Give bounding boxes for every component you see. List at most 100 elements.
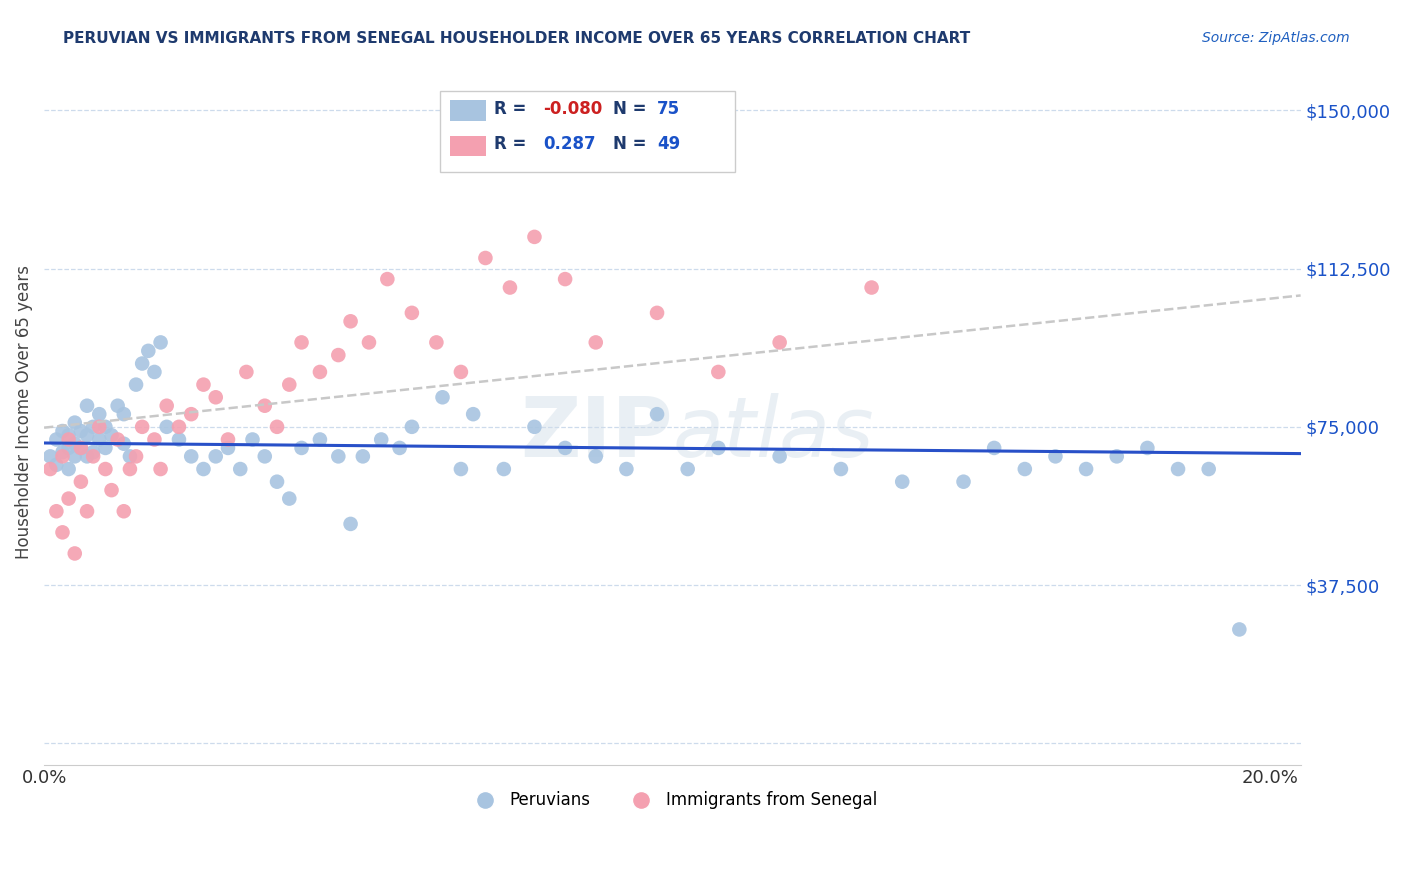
- Point: [167, 433, 190, 447]
- Point: [1045, 450, 1067, 464]
- Point: [357, 335, 380, 350]
- Point: [193, 377, 215, 392]
- Point: [474, 251, 496, 265]
- Point: [112, 407, 135, 421]
- Point: [118, 462, 141, 476]
- Text: R =: R =: [494, 136, 531, 153]
- Point: [51, 445, 73, 459]
- Point: [235, 365, 257, 379]
- Point: [89, 433, 111, 447]
- Point: [58, 428, 80, 442]
- Point: [1167, 462, 1189, 476]
- Point: [830, 462, 852, 476]
- Point: [952, 475, 974, 489]
- Point: [769, 450, 792, 464]
- Point: [180, 407, 202, 421]
- Point: [253, 450, 276, 464]
- Point: [51, 450, 73, 464]
- Point: [70, 441, 93, 455]
- Point: [401, 306, 423, 320]
- Point: [136, 343, 159, 358]
- Point: [125, 450, 148, 464]
- Point: [45, 458, 67, 472]
- Point: [707, 365, 730, 379]
- Point: [463, 407, 485, 421]
- Point: [523, 230, 546, 244]
- Point: [70, 475, 93, 489]
- Point: [229, 462, 252, 476]
- Point: [82, 420, 104, 434]
- Point: [328, 348, 350, 362]
- Point: [143, 365, 166, 379]
- Point: [432, 390, 454, 404]
- Point: [253, 399, 276, 413]
- Point: [58, 433, 80, 447]
- Point: [554, 272, 576, 286]
- Point: [51, 525, 73, 540]
- Text: PERUVIAN VS IMMIGRANTS FROM SENEGAL HOUSEHOLDER INCOME OVER 65 YEARS CORRELATION: PERUVIAN VS IMMIGRANTS FROM SENEGAL HOUS…: [63, 31, 970, 46]
- Point: [554, 441, 576, 455]
- Point: [339, 314, 361, 328]
- Point: [94, 462, 117, 476]
- Point: [585, 335, 607, 350]
- Text: 75: 75: [657, 100, 681, 118]
- Point: [1014, 462, 1036, 476]
- Text: 0.287: 0.287: [543, 136, 596, 153]
- Point: [645, 306, 668, 320]
- Point: [1105, 450, 1128, 464]
- Point: [676, 462, 699, 476]
- Text: N =: N =: [613, 100, 652, 118]
- Point: [76, 399, 98, 413]
- Point: [523, 420, 546, 434]
- Point: [58, 462, 80, 476]
- Point: [131, 357, 153, 371]
- Point: [309, 433, 332, 447]
- Point: [45, 433, 67, 447]
- Point: [58, 441, 80, 455]
- Point: [131, 420, 153, 434]
- Point: [89, 407, 111, 421]
- Point: [63, 450, 86, 464]
- Point: [112, 436, 135, 450]
- Point: [39, 462, 62, 476]
- Point: [983, 441, 1005, 455]
- Point: [94, 441, 117, 455]
- Text: Source: ZipAtlas.com: Source: ZipAtlas.com: [1202, 31, 1350, 45]
- Point: [266, 420, 288, 434]
- Point: [70, 441, 93, 455]
- Point: [100, 483, 122, 497]
- Point: [63, 546, 86, 560]
- Point: [425, 335, 447, 350]
- Point: [492, 462, 515, 476]
- FancyBboxPatch shape: [440, 91, 735, 172]
- Point: [769, 335, 792, 350]
- Point: [143, 433, 166, 447]
- Point: [388, 441, 411, 455]
- Point: [278, 377, 301, 392]
- Point: [1227, 623, 1250, 637]
- Point: [450, 365, 472, 379]
- Point: [107, 399, 129, 413]
- Point: [352, 450, 374, 464]
- FancyBboxPatch shape: [450, 101, 486, 121]
- Text: atlas: atlas: [672, 392, 875, 474]
- Point: [242, 433, 264, 447]
- Point: [100, 428, 122, 442]
- Point: [1198, 462, 1220, 476]
- Point: [401, 420, 423, 434]
- Point: [63, 416, 86, 430]
- Point: [1136, 441, 1159, 455]
- Point: [217, 441, 239, 455]
- Point: [70, 424, 93, 438]
- Point: [377, 272, 399, 286]
- Point: [167, 420, 190, 434]
- Legend: Peruvians, Immigrants from Senegal: Peruvians, Immigrants from Senegal: [461, 785, 883, 816]
- Point: [82, 450, 104, 464]
- Point: [1074, 462, 1097, 476]
- Point: [76, 504, 98, 518]
- Text: ZIP: ZIP: [520, 392, 672, 474]
- Point: [180, 450, 202, 464]
- Text: -0.080: -0.080: [543, 100, 602, 118]
- Text: 49: 49: [657, 136, 681, 153]
- Point: [149, 335, 172, 350]
